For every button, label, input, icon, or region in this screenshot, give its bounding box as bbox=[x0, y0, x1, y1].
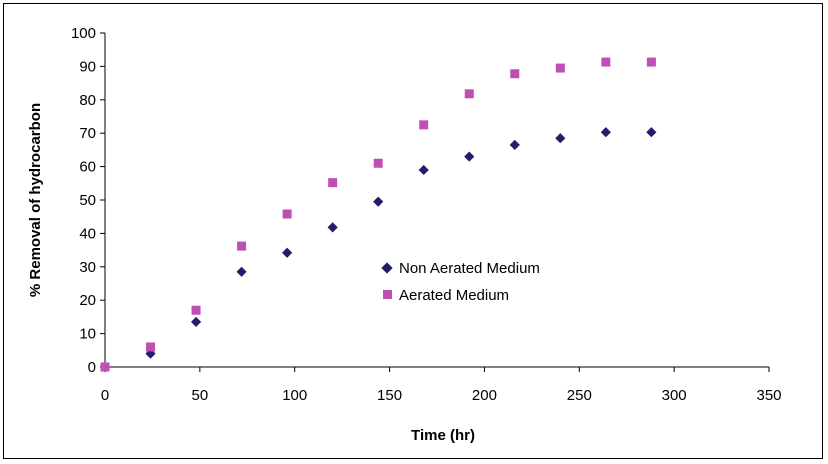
x-tick-label: 350 bbox=[756, 387, 781, 404]
data-point-diamond bbox=[327, 222, 338, 233]
y-tick-label: 60 bbox=[79, 159, 96, 176]
x-tick-label: 0 bbox=[101, 387, 109, 404]
y-axis-title: % Removal of hydrocarbon bbox=[27, 103, 44, 297]
y-tick-label: 0 bbox=[88, 359, 96, 376]
data-point-square bbox=[646, 57, 656, 67]
y-tick-label: 40 bbox=[79, 225, 96, 242]
x-tick-label: 200 bbox=[472, 387, 497, 404]
plot-area: 0 10 20 30 40 50 60 70 80 90 100 0 50 100 150 200 250 30… bbox=[71, 25, 782, 404]
data-point-square bbox=[282, 209, 292, 219]
data-point-diamond bbox=[509, 139, 520, 150]
data-point-diamond bbox=[190, 316, 202, 328]
data-point-diamond bbox=[236, 266, 247, 277]
data-point-diamond bbox=[373, 196, 384, 207]
data-point-diamond bbox=[282, 247, 293, 258]
data-point-square bbox=[555, 63, 565, 73]
legend-label-non-aerated: Non Aerated Medium bbox=[399, 260, 540, 277]
data-point-square bbox=[373, 158, 383, 168]
data-point-square bbox=[601, 57, 611, 67]
series-aerated bbox=[100, 57, 656, 372]
y-ticks: 0 10 20 30 40 50 60 70 80 90 100 bbox=[71, 25, 105, 376]
x-ticks: 0 50 100 150 200 250 300 350 bbox=[101, 367, 782, 404]
y-tick-label: 70 bbox=[79, 125, 96, 142]
x-axis-title: Time (hr) bbox=[411, 427, 475, 444]
data-point-square bbox=[100, 362, 110, 372]
legend: Non Aerated Medium Aerated Medium bbox=[381, 260, 540, 304]
y-tick-label: 20 bbox=[79, 292, 96, 309]
legend-marker-square bbox=[383, 290, 392, 299]
data-point-diamond bbox=[464, 151, 475, 162]
legend-item-non-aerated: Non Aerated Medium bbox=[381, 260, 540, 277]
data-point-diamond bbox=[646, 127, 657, 138]
y-tick-label: 80 bbox=[79, 92, 96, 109]
data-point-square bbox=[419, 120, 429, 130]
y-tick-label: 30 bbox=[79, 259, 96, 276]
data-point-square bbox=[464, 89, 474, 99]
series-layer bbox=[99, 57, 657, 373]
data-point-square bbox=[191, 305, 201, 315]
y-tick-label: 90 bbox=[79, 58, 96, 75]
x-tick-label: 50 bbox=[192, 387, 209, 404]
data-point-diamond bbox=[555, 133, 566, 144]
data-point-diamond bbox=[600, 127, 611, 138]
x-tick-label: 150 bbox=[377, 387, 402, 404]
y-tick-label: 50 bbox=[79, 192, 96, 209]
data-point-square bbox=[237, 241, 247, 251]
data-point-diamond bbox=[418, 164, 429, 176]
data-point-square bbox=[328, 178, 338, 188]
data-point-square bbox=[510, 69, 520, 79]
legend-item-aerated: Aerated Medium bbox=[383, 287, 509, 304]
chart-frame bbox=[3, 3, 823, 459]
data-point-square bbox=[146, 342, 156, 352]
y-tick-label: 100 bbox=[71, 25, 96, 42]
x-tick-label: 300 bbox=[662, 387, 687, 404]
x-tick-label: 250 bbox=[567, 387, 592, 404]
legend-marker-diamond bbox=[381, 262, 393, 274]
y-tick-label: 10 bbox=[79, 326, 96, 343]
x-tick-label: 100 bbox=[282, 387, 307, 404]
legend-label-aerated: Aerated Medium bbox=[399, 287, 509, 304]
